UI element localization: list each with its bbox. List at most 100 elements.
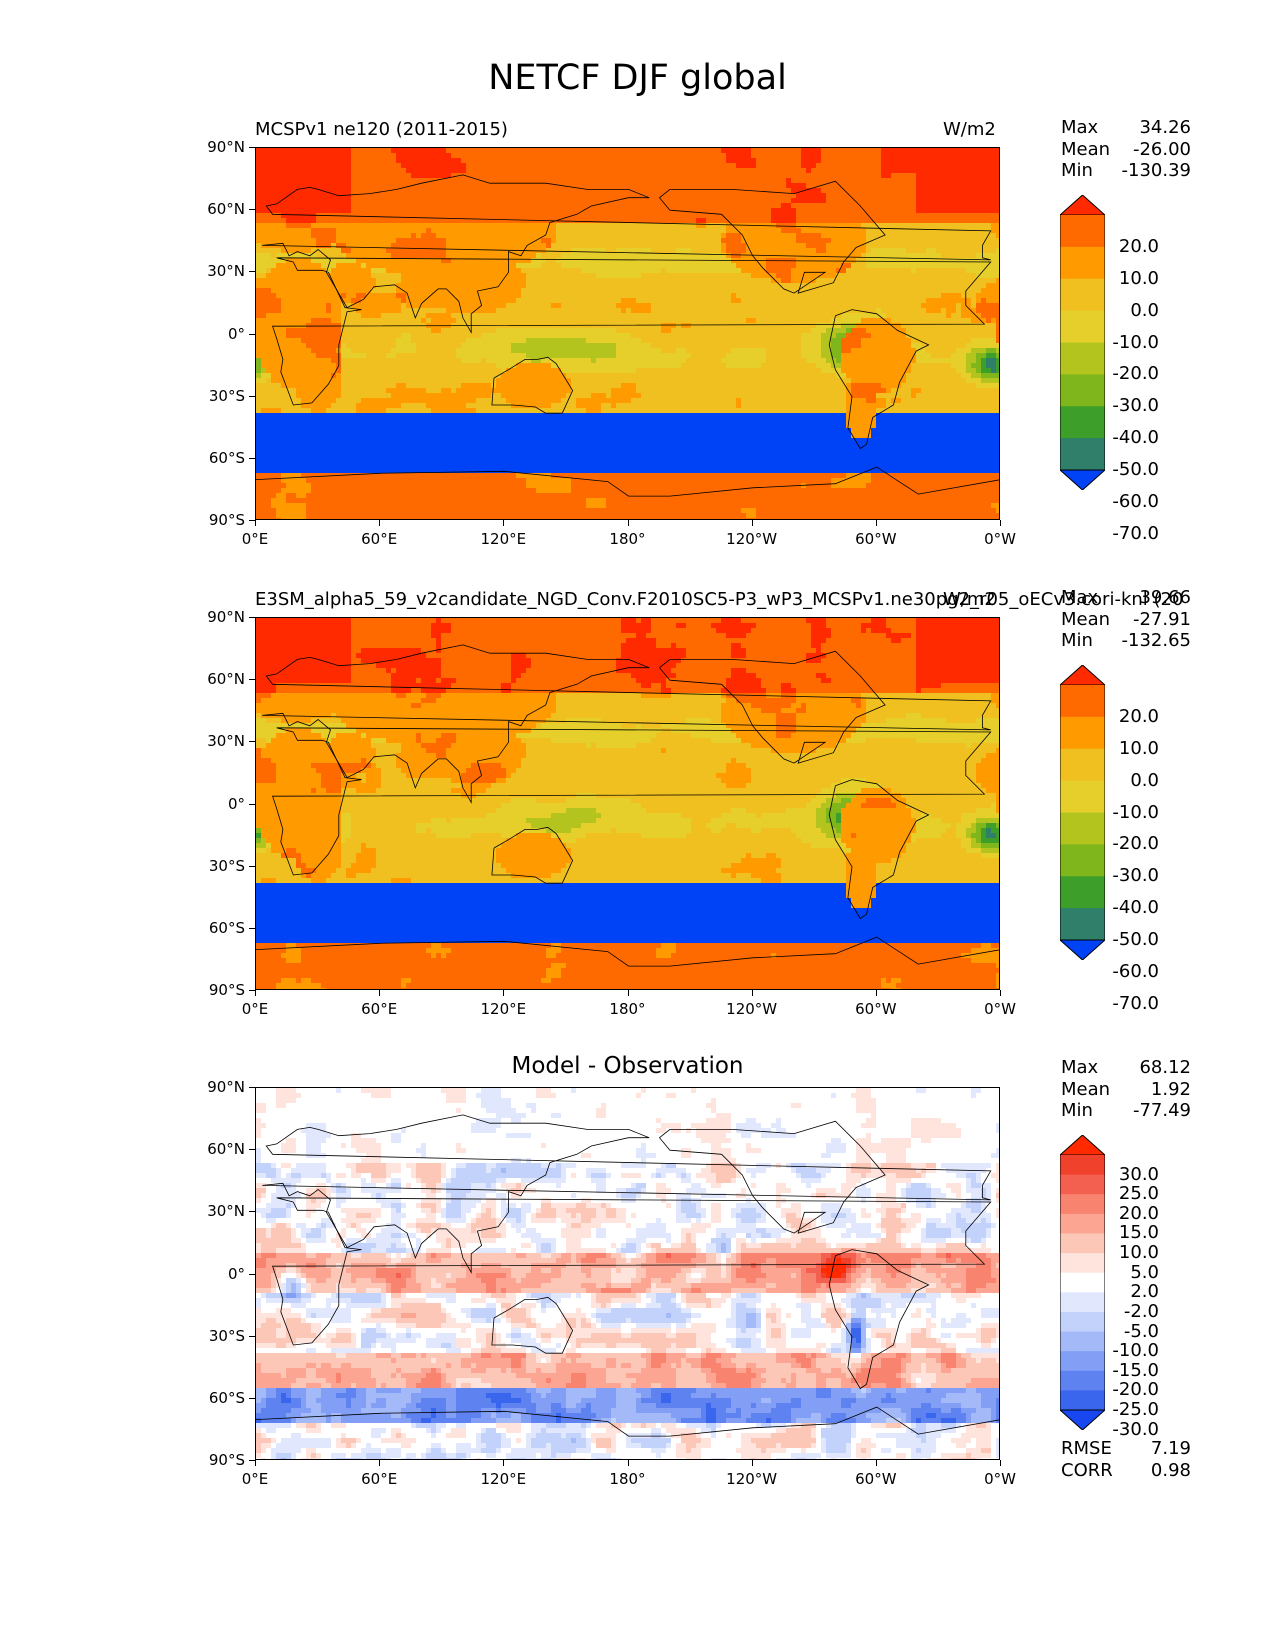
field-cell bbox=[396, 188, 402, 194]
field-cell bbox=[386, 198, 392, 204]
field-cell bbox=[831, 193, 837, 199]
field-cell bbox=[291, 198, 297, 204]
field-cell bbox=[516, 178, 522, 184]
field-cell bbox=[611, 213, 617, 219]
field-cell bbox=[411, 173, 417, 179]
field-cell bbox=[956, 163, 962, 169]
field-cell bbox=[666, 193, 672, 199]
field-cell bbox=[636, 213, 642, 219]
field-cell bbox=[761, 228, 767, 234]
field-cell bbox=[471, 178, 477, 184]
field-cell bbox=[671, 188, 677, 194]
field-cell bbox=[591, 183, 597, 189]
field-cell bbox=[311, 188, 317, 194]
field-cell bbox=[286, 198, 292, 204]
field-cell bbox=[781, 208, 787, 214]
field-cell bbox=[956, 178, 962, 184]
field-cell bbox=[501, 178, 507, 184]
field-cell bbox=[796, 213, 802, 219]
field-cell bbox=[391, 158, 397, 164]
field-cell bbox=[276, 188, 282, 194]
field-cell bbox=[386, 233, 392, 239]
field-cell bbox=[911, 163, 917, 169]
field-cell bbox=[706, 218, 712, 224]
field-cell bbox=[306, 178, 312, 184]
stat-label-mean: Mean bbox=[1061, 139, 1110, 161]
field-cell bbox=[946, 228, 952, 234]
field-cell bbox=[521, 168, 527, 174]
field-cell bbox=[681, 188, 687, 194]
field-cell bbox=[801, 208, 807, 214]
field-cell bbox=[686, 218, 692, 224]
field-cell bbox=[551, 238, 557, 244]
field-cell bbox=[871, 183, 877, 189]
field-cell bbox=[926, 193, 932, 199]
field-cell bbox=[381, 168, 387, 174]
field-cell bbox=[626, 203, 632, 209]
field-cell bbox=[561, 173, 567, 179]
field-cell bbox=[661, 148, 667, 154]
field-cell bbox=[941, 208, 947, 214]
field-cell bbox=[286, 188, 292, 194]
field-cell bbox=[961, 153, 967, 159]
field-cell bbox=[841, 208, 847, 214]
field-cell bbox=[336, 233, 342, 239]
field-cell bbox=[386, 148, 392, 154]
field-cell bbox=[291, 188, 297, 194]
field-cell bbox=[611, 203, 617, 209]
field-cell bbox=[981, 158, 987, 164]
field-cell bbox=[596, 178, 602, 184]
field-cell bbox=[706, 193, 712, 199]
field-cell bbox=[621, 213, 627, 219]
field-cell bbox=[731, 168, 737, 174]
field-cell bbox=[561, 233, 567, 239]
field-cell bbox=[551, 203, 557, 209]
field-cell bbox=[471, 213, 477, 219]
field-cell bbox=[921, 213, 927, 219]
field-cell bbox=[381, 208, 387, 214]
field-cell bbox=[411, 148, 417, 154]
field-cell bbox=[521, 203, 527, 209]
field-cell bbox=[821, 208, 827, 214]
field-cell bbox=[701, 228, 707, 234]
field-cell bbox=[321, 178, 327, 184]
field-cell bbox=[481, 168, 487, 174]
stat-value-mean: -26.00 bbox=[1133, 139, 1191, 161]
field-cell bbox=[576, 198, 582, 204]
field-cell bbox=[336, 203, 342, 209]
field-cell bbox=[731, 183, 737, 189]
field-cell bbox=[926, 223, 932, 229]
field-cell bbox=[991, 168, 997, 174]
field-cell bbox=[711, 178, 717, 184]
field-cell bbox=[621, 173, 627, 179]
field-cell bbox=[751, 213, 757, 219]
field-cell bbox=[536, 148, 542, 154]
field-cell bbox=[621, 163, 627, 169]
field-cell bbox=[531, 228, 537, 234]
field-cell bbox=[901, 203, 907, 209]
field-cell bbox=[491, 218, 497, 224]
field-cell bbox=[501, 173, 507, 179]
field-cell bbox=[521, 173, 527, 179]
field-cell bbox=[426, 223, 432, 229]
field-cell bbox=[976, 218, 982, 224]
field-cell bbox=[466, 203, 472, 209]
field-cell bbox=[941, 188, 947, 194]
field-cell bbox=[771, 228, 777, 234]
field-cell bbox=[761, 218, 767, 224]
field-cell bbox=[791, 153, 797, 159]
field-cell bbox=[396, 178, 402, 184]
field-cell bbox=[386, 218, 392, 224]
field-cell bbox=[886, 193, 892, 199]
field-cell bbox=[751, 203, 757, 209]
field-cell bbox=[671, 203, 677, 209]
field-cell bbox=[311, 218, 317, 224]
field-cell bbox=[326, 148, 332, 154]
field-cell bbox=[621, 188, 627, 194]
field-cell bbox=[571, 233, 577, 239]
field-cell bbox=[416, 233, 422, 239]
field-cell bbox=[976, 188, 982, 194]
field-cell bbox=[786, 158, 792, 164]
field-cell bbox=[691, 168, 697, 174]
field-cell bbox=[851, 223, 857, 229]
